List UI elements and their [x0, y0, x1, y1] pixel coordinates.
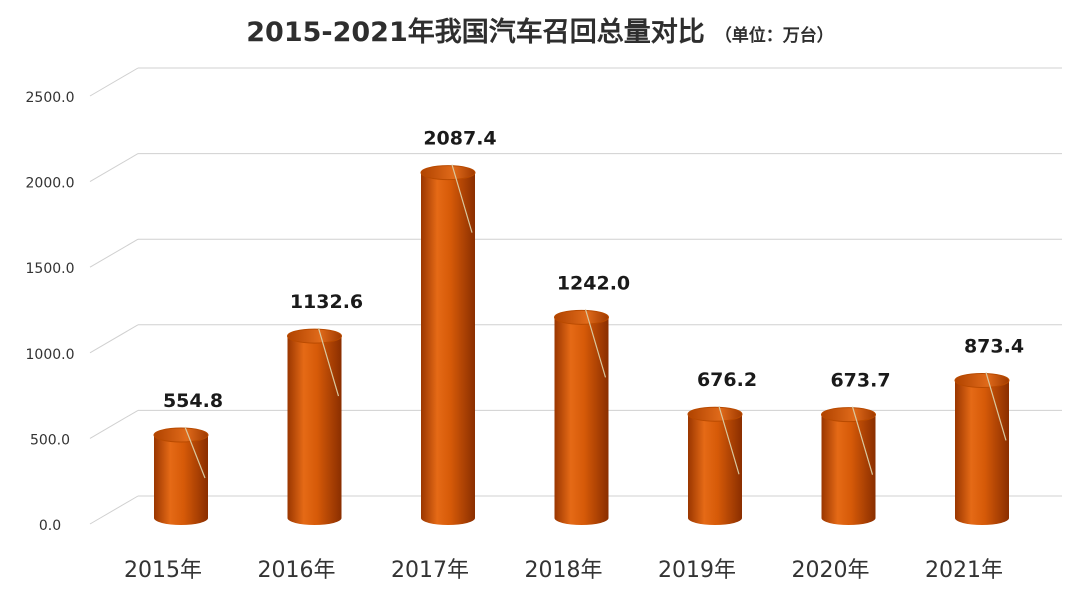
gridline [89, 67, 1062, 97]
bars: 554.8 1132.6 2087.4 1242.0 676.2 673.7 873.4 [153, 128, 1024, 525]
y-axis: 0.0 500.0 1000.0 1500.0 2000.0 2500.0 [26, 90, 75, 534]
bar: 1132.6 [287, 291, 363, 525]
data-label: 873.4 [964, 335, 1024, 357]
gridline [89, 153, 1062, 183]
x-tick-label: 2018年 [525, 558, 603, 583]
x-tick-label: 2016年 [258, 558, 336, 583]
x-axis: 2015年 2016年 2017年 2018年 2019年 2020年 2021年 [124, 558, 1003, 583]
y-tick-label: 0.0 [39, 518, 61, 534]
x-tick-label: 2019年 [658, 558, 736, 583]
data-label: 1242.0 [557, 272, 630, 294]
gridline [89, 238, 1062, 268]
data-label: 1132.6 [290, 291, 363, 313]
y-tick-label: 500.0 [30, 432, 70, 448]
data-label: 2087.4 [423, 128, 496, 150]
chart-title-text: 2015-2021年我国汽车召回总量对比 [246, 17, 705, 48]
y-tick-label: 1500.0 [26, 261, 75, 277]
unit-note: （单位：万台） [714, 26, 834, 46]
y-tick-label: 2500.0 [26, 90, 75, 106]
leader-line [317, 327, 340, 397]
leader-line [184, 426, 206, 479]
leader-line [584, 309, 607, 378]
bar: 673.7 [821, 370, 891, 525]
bar: 676.2 [687, 369, 757, 525]
bar: 1242.0 [554, 272, 630, 525]
bar: 2087.4 [420, 128, 497, 525]
leader-line [851, 406, 874, 475]
bar: 873.4 [954, 335, 1024, 525]
bar: 554.8 [153, 390, 223, 525]
leader-line [451, 164, 473, 233]
data-label: 673.7 [830, 370, 890, 392]
x-tick-label: 2015年 [124, 558, 202, 583]
leader-line [718, 406, 740, 475]
x-tick-label: 2021年 [925, 558, 1003, 583]
x-tick-label: 2020年 [792, 558, 870, 583]
y-tick-label: 2000.0 [26, 176, 75, 192]
x-tick-label: 2017年 [391, 558, 469, 583]
y-tick-label: 1000.0 [26, 347, 75, 363]
leader-line [985, 372, 1007, 441]
data-label: 676.2 [697, 369, 757, 391]
data-label: 554.8 [163, 390, 223, 412]
chart-title: 2015-2021年我国汽车召回总量对比 （单位：万台） [0, 10, 1080, 49]
